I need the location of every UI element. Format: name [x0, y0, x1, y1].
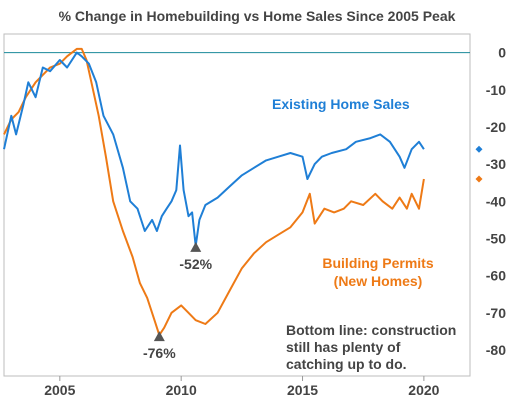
y-tick-label: -80 [486, 342, 506, 358]
series-line-existing-home-sales [3, 51, 425, 247]
x-tick-label: 2005 [44, 382, 75, 398]
y-axis-ticks: 0 -10 -20 -30 -40 -50 -60 -70 -80 [486, 45, 506, 358]
y-tick-label: -10 [486, 82, 506, 98]
note-line-1: Bottom line: construction [286, 322, 456, 338]
end-marker [475, 175, 483, 183]
y-tick-label: -40 [486, 193, 506, 209]
x-tick-label: 2020 [408, 382, 439, 398]
series-label-building-permits-line1: Building Permits [322, 255, 433, 271]
chart-title: % Change in Homebuilding vs Home Sales S… [58, 8, 456, 24]
y-tick-label: -60 [486, 268, 506, 284]
x-tick-label: 2010 [166, 382, 197, 398]
y-tick-label: 0 [498, 45, 506, 61]
end-marker [475, 145, 483, 153]
y-tick-label: -70 [486, 305, 506, 321]
series-line-building-permits [3, 47, 425, 337]
plot-area [3, 33, 471, 377]
trough-marker [153, 331, 165, 342]
series-label-existing-home-sales: Existing Home Sales [272, 96, 410, 112]
y-tick-label: -20 [486, 119, 506, 135]
trough-marker [190, 241, 202, 252]
note-line-2: still has plenty of [286, 339, 401, 355]
series-label-building-permits-line2: (New Homes) [334, 273, 423, 289]
series-layer [3, 47, 425, 337]
trough-label: -76% [143, 345, 176, 361]
x-tick-label: 2015 [287, 382, 318, 398]
end-markers [475, 145, 483, 183]
x-axis-ticks: 2005 2010 2015 2020 [44, 376, 440, 398]
y-tick-label: -30 [486, 156, 506, 172]
y-tick-label: -50 [486, 230, 506, 246]
annotations: -52% -76% [143, 241, 213, 361]
trough-label: -52% [179, 256, 212, 272]
note-line-3: catching up to do. [286, 356, 407, 372]
